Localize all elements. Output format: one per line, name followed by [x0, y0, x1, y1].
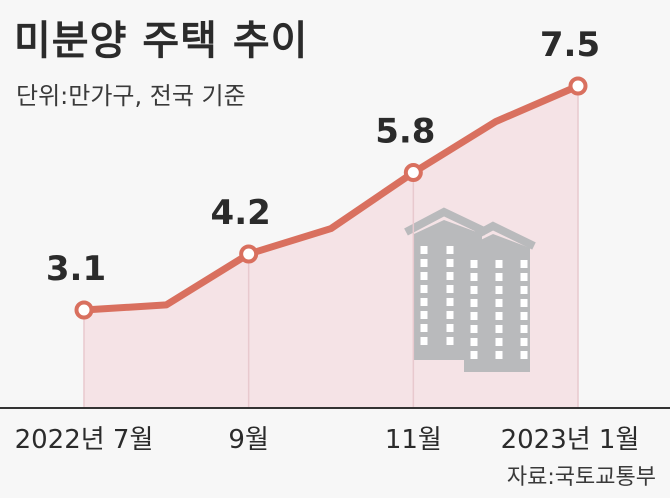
data-point [403, 163, 423, 183]
building-right [454, 221, 536, 372]
label-layer: 3.1 4.2 5.8 7.5 [46, 25, 600, 289]
apartment-buildings-icon [404, 207, 536, 372]
chart-source: 자료:국토교통부 [507, 465, 656, 490]
data-point [568, 76, 588, 96]
x-tick-label: 11월 [385, 425, 442, 455]
data-label: 3.1 [46, 249, 106, 289]
data-point [74, 300, 94, 320]
guide-layer [83, 86, 579, 408]
data-label: 7.5 [540, 25, 600, 65]
chart-subtitle: 단위:만가구, 전국 기준 [16, 82, 246, 110]
data-point [239, 244, 259, 264]
series-line [80, 82, 582, 314]
x-tick-label: 2023년 1월 [501, 425, 640, 455]
data-label: 5.8 [375, 112, 435, 152]
x-axis: 2022년 7월 9월 11월 2023년 1월 [0, 407, 670, 455]
marker-layer [74, 76, 588, 320]
chart-title: 미분양 주택 추이 [14, 18, 308, 64]
x-tick-label: 2022년 7월 [15, 425, 154, 455]
line-layer [80, 82, 582, 314]
data-label: 4.2 [211, 193, 271, 233]
x-tick-label: 9월 [228, 425, 268, 455]
